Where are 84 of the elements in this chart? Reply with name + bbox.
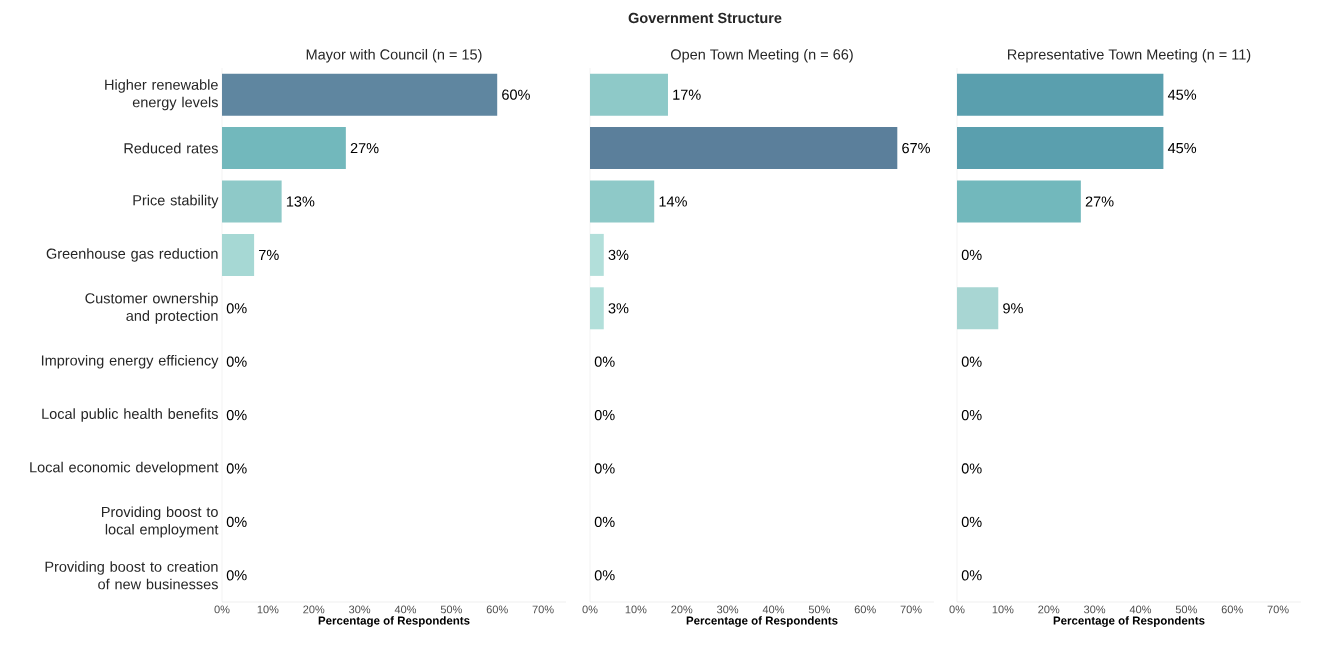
x-tick-label: 50% [440,605,462,614]
data-label: 13% [286,196,315,207]
x-tick-label: 70% [532,605,554,614]
data-label: 27% [350,142,379,154]
x-tick-label: 40% [762,605,785,614]
data-label: 0% [961,570,982,581]
x-tick-label: 10% [625,605,647,614]
y-tick-label: Providing boost to local employment [101,506,219,538]
y-tick-label: Higher renewable energy levels [105,79,218,111]
chart-subtitle: Mayor with Council (n = 15) [306,48,482,63]
x-tick-label: 0% [582,605,598,614]
data-label: 0% [226,356,247,367]
data-label: 17% [673,89,701,100]
x-tick-label: 30% [717,605,739,614]
y-tick-label: Greenhouse gas reduction [46,248,218,262]
data-label: 9% [1003,303,1023,314]
y-tick-label: Local public health benefits [42,408,218,422]
x-tick-label: 40% [1129,605,1152,614]
data-label: 0% [594,570,615,581]
chart-title: Government Structure [628,12,782,24]
data-label: 14% [659,196,687,207]
x-tick-label: 70% [900,605,922,614]
x-tick-label: 60% [486,605,508,614]
data-label: 67% [902,142,931,154]
bar [957,180,1081,223]
data-label: 0% [226,409,247,421]
x-tick-label: 20% [671,605,693,614]
data-label: 0% [594,516,615,528]
y-tick-label: Reduced rates [124,142,218,154]
x-tick-label: 20% [1038,605,1060,614]
chart-subtitle: Representative Town Meeting (n = 11) [1008,48,1251,63]
bar [590,287,604,330]
y-tick-label: Price stability [133,194,219,209]
x-tick-label: 10% [992,605,1014,614]
bar [957,73,1164,116]
data-label: 0% [594,463,615,474]
data-label: 0% [226,570,247,581]
data-label: 0% [226,303,247,314]
x-tick-label: 50% [1175,605,1197,614]
data-label: 0% [961,463,982,474]
bar [590,73,668,116]
x-tick-label: 10% [257,605,279,614]
bar [957,287,999,330]
x-axis-title: Percentage of Respondents [318,616,470,627]
x-tick-label: 60% [854,605,876,614]
bar [590,233,604,276]
data-label: 0% [226,516,247,528]
bar [590,180,655,223]
y-tick-label: Improving energy efficiency [41,354,219,369]
x-tick-label: 60% [1221,605,1243,614]
x-tick-label: 70% [1267,605,1289,614]
x-tick-label: 0% [214,605,230,614]
y-tick-label: Local economic development [30,461,219,476]
x-tick-label: 40% [394,605,417,614]
data-label: 0% [961,409,982,421]
data-label: 0% [961,249,982,261]
data-label: 0% [226,463,247,474]
x-tick-label: 20% [303,605,325,614]
x-tick-label: 30% [349,605,371,614]
data-label: 45% [1167,89,1197,100]
data-label: 0% [961,516,982,528]
data-label: 0% [961,356,982,367]
chart-subtitle: Open Town Meeting (n = 66) [671,48,853,63]
data-label: 3% [608,249,629,261]
bar [590,127,898,170]
data-label: 45% [1167,142,1197,154]
data-label: 60% [502,89,530,100]
bar [222,73,498,116]
x-tick-label: 0% [949,605,965,614]
data-label: 3% [608,303,629,314]
y-tick-label: Providing boost to creation of new businesses [45,561,218,590]
data-label: 27% [1085,196,1114,207]
data-label: 0% [594,409,615,421]
bar [957,127,1164,170]
bar [222,127,346,170]
x-axis-title: Percentage of Respondents [686,616,838,627]
bar [222,180,282,223]
y-tick-label: Customer ownership and protection [85,292,218,324]
bar [222,233,255,276]
x-axis-title: Percentage of Respondents [1053,616,1205,627]
data-label: 0% [594,356,615,367]
x-tick-label: 50% [808,605,830,614]
x-tick-label: 30% [1084,605,1106,614]
data-label: 7% [259,249,279,260]
